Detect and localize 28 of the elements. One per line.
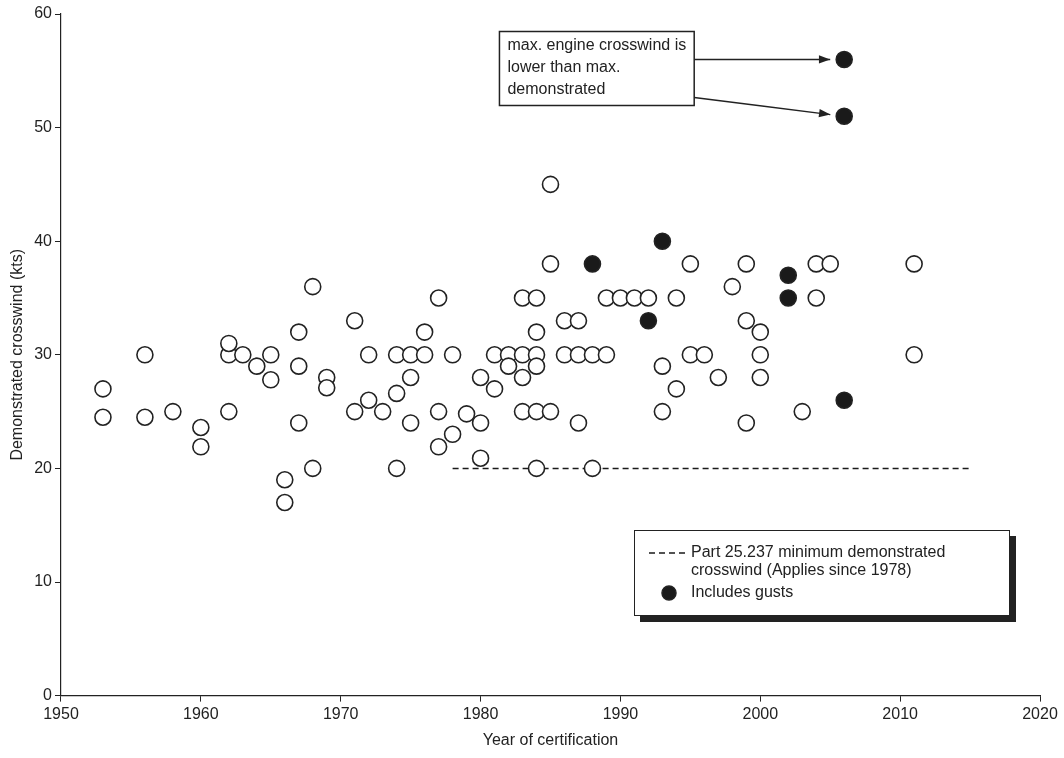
x-tick-label: 1990 <box>602 704 639 722</box>
y-tick-label: 10 <box>34 572 53 590</box>
x-tick-label: 2020 <box>1022 704 1058 722</box>
point <box>835 107 853 126</box>
y-tick-label: 0 <box>43 686 53 704</box>
x-tick-label: 1980 <box>462 704 499 722</box>
legend-label: Part 25.237 minimum demonstrated crosswind (Applies since 1978) <box>691 542 947 579</box>
point <box>653 232 672 250</box>
legend-label: Includes gusts <box>691 582 794 601</box>
point <box>639 311 658 330</box>
annotation: max. engine crosswind is lower than max. demonstrated <box>507 35 687 97</box>
y-tick-label: 60 <box>34 4 53 22</box>
x-tick-label: 1970 <box>322 704 359 722</box>
point <box>583 255 602 273</box>
point <box>779 266 798 285</box>
x-tick-label: 1960 <box>183 704 219 722</box>
y-tick-label: 50 <box>34 118 53 136</box>
x-tick-label: 1950 <box>43 704 79 722</box>
y-tick-label: 20 <box>34 458 53 476</box>
x-tick-label: 2000 <box>742 704 779 722</box>
y-tick-label: 40 <box>34 231 53 249</box>
y-tick-label: 30 <box>34 345 53 363</box>
y-axis-title: Demonstrated crosswind (kts) <box>8 248 26 461</box>
x-axis-title: Year of certification <box>482 730 619 748</box>
point <box>835 391 853 410</box>
point <box>835 50 853 69</box>
x-tick-label: 2010 <box>882 704 919 722</box>
point <box>779 289 798 307</box>
